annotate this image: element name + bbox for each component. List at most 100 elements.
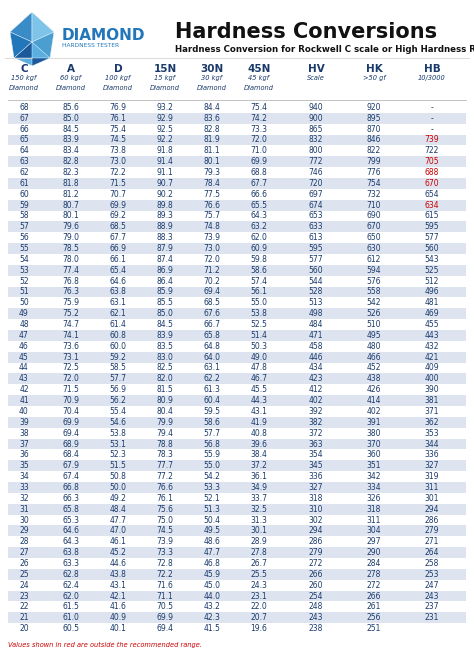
Text: 471: 471 <box>309 331 323 340</box>
Text: 710: 710 <box>367 201 381 210</box>
Text: 421: 421 <box>425 353 439 362</box>
Text: 82.0: 82.0 <box>156 374 173 383</box>
Text: -: - <box>430 114 433 123</box>
Text: 382: 382 <box>309 418 323 427</box>
Text: 318: 318 <box>367 505 381 514</box>
Text: 412: 412 <box>309 385 323 394</box>
Text: 633: 633 <box>309 222 323 231</box>
Text: 66.8: 66.8 <box>63 483 80 492</box>
Text: 56: 56 <box>19 233 29 242</box>
Text: 870: 870 <box>367 125 381 134</box>
Text: 75.0: 75.0 <box>156 516 173 524</box>
Text: 336: 336 <box>309 472 323 481</box>
Text: 62.2: 62.2 <box>204 374 220 383</box>
Text: 81.5: 81.5 <box>156 385 173 394</box>
Text: 70.7: 70.7 <box>109 190 127 199</box>
Text: 73.9: 73.9 <box>156 537 173 546</box>
Text: 64.6: 64.6 <box>109 276 127 286</box>
Text: 254: 254 <box>309 591 323 600</box>
Text: 32: 32 <box>19 494 29 503</box>
Text: 33: 33 <box>19 483 29 492</box>
Text: 372: 372 <box>309 428 323 437</box>
Text: 57: 57 <box>19 222 29 231</box>
Text: 65.8: 65.8 <box>203 331 220 340</box>
Text: 61: 61 <box>19 179 29 188</box>
Text: 55: 55 <box>19 244 29 253</box>
Text: 558: 558 <box>367 288 381 297</box>
Text: 594: 594 <box>367 266 381 274</box>
Text: 15N: 15N <box>154 64 177 74</box>
Text: 56.2: 56.2 <box>109 396 127 405</box>
Text: 23: 23 <box>19 591 29 600</box>
Text: Hardness Conversion for Rockwell C scale or High Hardness Range: Hardness Conversion for Rockwell C scale… <box>175 45 474 54</box>
Text: 327: 327 <box>309 483 323 492</box>
Text: 83.9: 83.9 <box>156 331 173 340</box>
Text: 458: 458 <box>309 342 323 351</box>
Text: 432: 432 <box>425 342 439 351</box>
Text: 53.1: 53.1 <box>109 439 127 449</box>
Text: 89.3: 89.3 <box>156 211 173 220</box>
Text: 70.2: 70.2 <box>203 276 220 286</box>
Text: 92.9: 92.9 <box>156 114 173 123</box>
Text: 72.0: 72.0 <box>203 255 220 264</box>
Text: 45N: 45N <box>247 64 271 74</box>
Text: 56.9: 56.9 <box>109 385 127 394</box>
Text: 311: 311 <box>367 516 381 524</box>
Text: 77.7: 77.7 <box>156 461 173 470</box>
Text: 264: 264 <box>425 548 439 557</box>
Text: -: - <box>430 103 433 112</box>
Text: Diamond: Diamond <box>103 85 133 91</box>
Text: 342: 342 <box>367 472 381 481</box>
Text: 89.8: 89.8 <box>156 201 173 210</box>
Text: 772: 772 <box>309 157 323 166</box>
Text: 380: 380 <box>367 428 381 437</box>
Text: 87.9: 87.9 <box>156 244 173 253</box>
Text: 71.5: 71.5 <box>109 179 127 188</box>
Text: 73.8: 73.8 <box>109 146 127 155</box>
Text: 76.6: 76.6 <box>203 201 220 210</box>
Text: 319: 319 <box>425 472 439 481</box>
FancyBboxPatch shape <box>8 395 466 406</box>
Text: 10/3000: 10/3000 <box>418 75 446 81</box>
Text: 23.1: 23.1 <box>251 591 267 600</box>
Text: 72.2: 72.2 <box>109 168 127 177</box>
Text: 46.1: 46.1 <box>109 537 127 546</box>
FancyBboxPatch shape <box>8 265 466 276</box>
Text: 26.7: 26.7 <box>251 559 267 568</box>
Text: 71.5: 71.5 <box>63 385 80 394</box>
Text: 284: 284 <box>367 559 381 568</box>
Text: 73.6: 73.6 <box>63 342 80 351</box>
Text: 832: 832 <box>309 136 323 145</box>
FancyBboxPatch shape <box>8 374 466 384</box>
Text: 466: 466 <box>367 353 381 362</box>
Text: 85.0: 85.0 <box>63 114 80 123</box>
Text: 690: 690 <box>367 211 381 220</box>
Text: 28.9: 28.9 <box>251 537 267 546</box>
Text: 64.0: 64.0 <box>203 353 220 362</box>
Text: 82.3: 82.3 <box>63 168 79 177</box>
Text: 52.5: 52.5 <box>251 320 267 329</box>
Text: 77.4: 77.4 <box>63 266 80 274</box>
Text: 595: 595 <box>309 244 323 253</box>
Text: 80.1: 80.1 <box>204 157 220 166</box>
Text: 480: 480 <box>367 342 381 351</box>
Text: 39: 39 <box>19 418 29 427</box>
Text: 76.9: 76.9 <box>109 103 127 112</box>
Text: 65.3: 65.3 <box>63 516 80 524</box>
Text: 80.7: 80.7 <box>63 201 80 210</box>
Text: 266: 266 <box>367 591 381 600</box>
Text: 77.2: 77.2 <box>156 472 173 481</box>
Text: 302: 302 <box>309 516 323 524</box>
Text: 66.7: 66.7 <box>203 320 220 329</box>
Text: 84.5: 84.5 <box>156 320 173 329</box>
Text: 72.8: 72.8 <box>156 559 173 568</box>
Text: 62.4: 62.4 <box>63 581 80 589</box>
Text: 58.5: 58.5 <box>109 364 127 372</box>
Text: 35: 35 <box>19 461 29 470</box>
Text: 50.3: 50.3 <box>250 342 267 351</box>
Text: 746: 746 <box>309 168 323 177</box>
Text: 60.4: 60.4 <box>203 396 220 405</box>
Text: 392: 392 <box>309 407 323 416</box>
Text: 66: 66 <box>19 125 29 134</box>
Text: 91.1: 91.1 <box>156 168 173 177</box>
